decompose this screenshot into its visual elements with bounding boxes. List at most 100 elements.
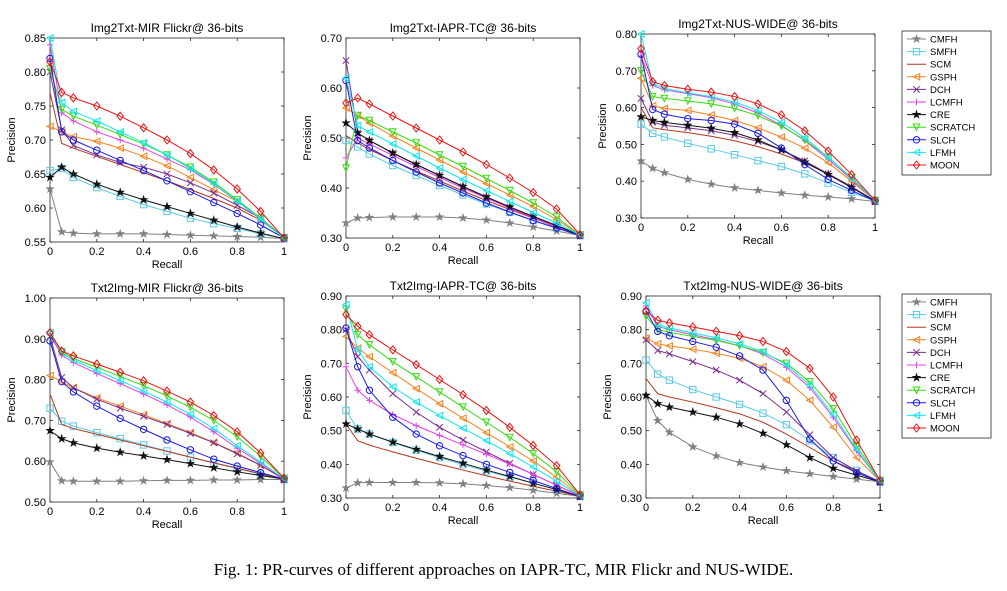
data-point-moon bbox=[435, 374, 444, 385]
data-point-lcmfh bbox=[46, 41, 54, 48]
legend-label: MOON bbox=[930, 424, 960, 435]
data-point-lfmh bbox=[209, 179, 218, 188]
data-point-moon bbox=[412, 123, 421, 133]
data-point-cmfh bbox=[68, 228, 79, 238]
data-point-lfmh bbox=[653, 320, 662, 329]
data-point-scratch bbox=[412, 373, 421, 382]
data-point-moon bbox=[233, 184, 242, 194]
data-point-slch bbox=[69, 388, 78, 396]
data-point-moon bbox=[707, 87, 716, 97]
data-point-slch bbox=[782, 396, 791, 405]
data-point-lfmh bbox=[435, 163, 444, 173]
legend-label: DCH bbox=[930, 348, 951, 359]
y-tick-label: 0.30 bbox=[621, 493, 642, 505]
data-point-moon bbox=[69, 351, 78, 361]
data-point-lfmh bbox=[256, 458, 265, 467]
data-point-cre bbox=[387, 437, 398, 447]
data-point-cre bbox=[91, 443, 102, 453]
chart-panel-2: 0 0.2 0.4 0.6 0.8 1 0.30 0.40 0.50 0.60 0.70 Img2Tx… bbox=[302, 21, 584, 267]
x-tick-label: 1 bbox=[577, 242, 583, 254]
data-point-slch bbox=[482, 460, 491, 469]
data-point-moon bbox=[342, 98, 350, 108]
data-point-cre bbox=[162, 454, 172, 464]
data-point-cmfh bbox=[504, 482, 515, 492]
data-point-cmfh bbox=[504, 217, 515, 228]
data-point-cmfh bbox=[46, 183, 55, 194]
data-point-moon bbox=[782, 346, 791, 357]
y-tick-label: 0.70 bbox=[321, 33, 342, 45]
data-point-moon bbox=[759, 336, 767, 347]
x-axis-label: Recall bbox=[743, 235, 774, 247]
data-point-cmfh bbox=[68, 476, 79, 486]
data-point-cre bbox=[115, 187, 126, 197]
x-tick-label: 0 bbox=[47, 246, 53, 258]
y-tick-label: 0.70 bbox=[25, 135, 46, 147]
legend-label: SMFH bbox=[930, 310, 957, 321]
data-point-slch bbox=[801, 160, 809, 169]
data-point-lfmh bbox=[139, 387, 148, 396]
data-point-moon bbox=[800, 125, 809, 136]
data-point-cmfh bbox=[804, 468, 815, 478]
x-axis-label: Recall bbox=[448, 515, 479, 527]
data-point-slch bbox=[69, 136, 78, 144]
data-point-smfh bbox=[801, 170, 809, 178]
data-point-cmfh bbox=[162, 229, 172, 239]
legend-item-lcmfh: LCMFH bbox=[907, 98, 963, 109]
legend-marker bbox=[913, 98, 920, 106]
data-point-cre bbox=[364, 135, 375, 145]
data-point-cre bbox=[481, 191, 492, 202]
data-point-lfmh bbox=[828, 410, 837, 419]
data-point-slch bbox=[665, 332, 674, 340]
data-point-slch bbox=[139, 166, 148, 175]
y-tick-label: 0.55 bbox=[25, 237, 46, 249]
data-point-slch bbox=[654, 327, 662, 336]
data-point-gsph bbox=[706, 110, 715, 119]
data-point-gsph bbox=[665, 341, 674, 350]
data-point-cmfh bbox=[729, 182, 740, 192]
data-point-dch bbox=[736, 376, 744, 384]
data-point-moon bbox=[209, 165, 218, 175]
data-point-lfmh bbox=[342, 300, 350, 309]
data-point-scratch bbox=[209, 416, 218, 425]
data-point-cmfh bbox=[799, 190, 810, 200]
data-point-moon bbox=[576, 229, 584, 240]
x-axis-label: Recall bbox=[448, 255, 479, 267]
data-point-gsph bbox=[388, 368, 397, 377]
data-point-cre bbox=[56, 433, 67, 443]
data-point-slch bbox=[93, 146, 101, 154]
data-point-slch bbox=[712, 343, 720, 351]
data-point-slch bbox=[116, 156, 124, 165]
data-point-smfh bbox=[389, 161, 397, 170]
series-line-gsph bbox=[345, 107, 581, 236]
data-point-cmfh bbox=[232, 474, 243, 485]
data-point-gsph bbox=[753, 123, 762, 132]
data-point-scratch bbox=[186, 403, 195, 412]
legend-marker bbox=[911, 372, 922, 382]
series-line-slch bbox=[640, 54, 876, 202]
data-point-moon bbox=[139, 376, 148, 386]
data-point-smfh bbox=[660, 133, 669, 141]
data-point-slch bbox=[482, 199, 491, 207]
legend-label: LCMFH bbox=[930, 361, 963, 372]
series-line-scm bbox=[345, 423, 581, 497]
data-point-cmfh bbox=[434, 477, 445, 487]
legend-label: SCRATCH bbox=[930, 386, 975, 397]
legend-label: CMFH bbox=[930, 298, 958, 309]
data-point-cre bbox=[68, 168, 79, 179]
chart-title: Img2Txt-NUS-WIDE@ 36-bits bbox=[678, 17, 838, 31]
legend-item-moon: MOON bbox=[907, 160, 960, 172]
data-point-slch bbox=[58, 128, 66, 136]
data-point-lfmh bbox=[209, 424, 218, 433]
x-tick-label: 0.6 bbox=[779, 502, 794, 514]
data-point-gsph bbox=[711, 349, 720, 358]
data-point-moon bbox=[852, 435, 861, 445]
x-tick-label: 0.4 bbox=[732, 502, 747, 514]
data-point-cmfh bbox=[637, 155, 646, 166]
legend-label: LFMH bbox=[930, 148, 956, 159]
data-point-smfh bbox=[712, 393, 720, 401]
data-point-moon bbox=[116, 367, 125, 378]
data-point-lfmh bbox=[186, 164, 195, 173]
data-point-dch bbox=[712, 366, 720, 374]
